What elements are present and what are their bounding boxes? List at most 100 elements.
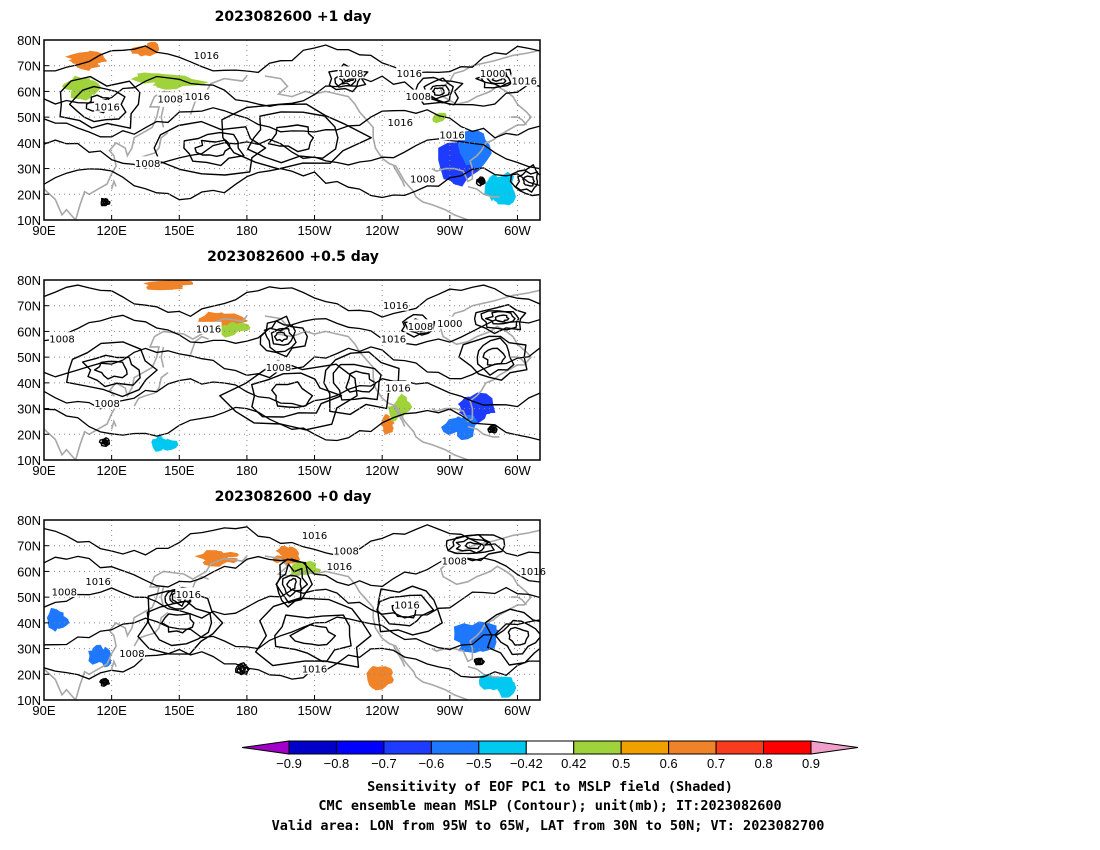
colorbar-label: 0.5 <box>612 756 630 771</box>
lat-tick-label: 60N <box>17 84 41 99</box>
mslp-isobar <box>507 626 530 646</box>
contour-label-bg <box>301 662 328 675</box>
lon-tick-label: 120E <box>96 223 127 238</box>
mslp-isobar <box>137 590 224 655</box>
coastline-segment <box>160 106 165 128</box>
mslp-isobar <box>44 586 540 619</box>
mslp-isobar <box>377 585 443 636</box>
latitude-axis: 10N 20N 30N 40N 50N 60N 70N 80N <box>17 513 49 708</box>
contour-label: 1008 <box>406 92 431 103</box>
coastline-segment <box>160 346 165 368</box>
contour-label-bg <box>396 66 423 79</box>
contour-label-bg <box>384 381 411 393</box>
coastline-segment <box>467 425 500 438</box>
mslp-isobar <box>473 304 527 335</box>
contour-label-bg <box>337 66 364 79</box>
colorbar-swatch <box>383 740 432 755</box>
mslp-isobar <box>464 541 482 550</box>
mslp-isobar <box>484 608 540 666</box>
longitude-axis: 90E 120E 150E 180 150W 120W 90W 60W <box>32 455 532 478</box>
contour-label: 1008 <box>158 95 183 106</box>
contour-label: 1016 <box>302 531 327 542</box>
mslp-isobar <box>515 170 539 193</box>
shading-patch <box>463 396 491 419</box>
lon-tick-label: 150E <box>164 463 195 478</box>
colorbar-swatch <box>668 740 717 755</box>
contour-label-bg <box>436 316 463 329</box>
contour-label: 1008 <box>94 399 119 410</box>
lat-tick-label: 80N <box>17 513 41 528</box>
contour-label-bg <box>301 528 328 541</box>
latitude-axis: 10N 20N 30N 40N 50N 60N 70N 80N <box>17 33 49 228</box>
caption-line-3: Valid area: LON from 95W to 65W, LAT fro… <box>272 818 825 834</box>
shading-patch <box>156 435 164 446</box>
mslp-isobar <box>44 616 540 651</box>
contour-label-bg <box>195 321 222 334</box>
mslp-isobar <box>99 677 110 687</box>
contour-label-bg <box>94 99 121 112</box>
colorbar-label: −0.7 <box>371 756 397 771</box>
mslp-isobar <box>240 667 245 672</box>
mslp-isobar <box>44 524 540 557</box>
contour-label: 1016 <box>521 567 546 578</box>
lat-tick-label: 30N <box>17 162 41 177</box>
shading-patch <box>455 420 471 436</box>
contour-label: 1016 <box>327 562 352 573</box>
mslp-isobar <box>102 199 108 205</box>
colorbar-label: 0.7 <box>707 756 725 771</box>
contour-label: 1008 <box>52 588 77 599</box>
contour-label-bg <box>326 559 353 572</box>
contour-label-bg <box>175 587 202 600</box>
coastline-segment <box>264 315 469 460</box>
lat-tick-label: 80N <box>17 273 41 288</box>
coastline-segment <box>160 586 165 608</box>
contour-label-bg <box>382 298 409 311</box>
mslp-isobar <box>473 657 485 666</box>
coastline-segment <box>392 645 406 667</box>
mslp-isobar <box>480 310 520 331</box>
mslp-isobar <box>495 619 540 656</box>
mslp-isobar <box>44 378 540 410</box>
mslp-isobar <box>270 327 294 346</box>
lat-tick-label: 70N <box>17 299 41 314</box>
mslp-isobar <box>44 647 540 680</box>
mslp-isobar <box>102 680 107 684</box>
colorbar-high-extend <box>810 740 859 755</box>
shading-patch <box>70 84 85 100</box>
shading-patch <box>438 142 466 176</box>
contour-label-bg <box>407 319 434 332</box>
mslp-isobar <box>44 167 540 201</box>
colorbar-swatch <box>573 740 622 755</box>
colorbar-swatch <box>288 740 337 755</box>
contour-label-bg <box>479 66 506 79</box>
colorbar-swatch <box>620 740 670 755</box>
mslp-isobar <box>476 337 515 376</box>
lat-tick-label: 60N <box>17 324 41 339</box>
lon-tick-label: 120W <box>365 223 400 238</box>
contour-label-bg <box>265 360 292 373</box>
lon-tick-label: 120W <box>365 463 400 478</box>
colorbar-label: −0.5 <box>466 756 492 771</box>
colorbar-swatch <box>763 740 812 755</box>
contour-label: 1016 <box>385 384 410 395</box>
lon-tick-label: 90W <box>436 463 463 478</box>
contour-label-bg <box>409 171 436 184</box>
gridlines <box>44 40 540 220</box>
contour-label: 1008 <box>333 546 358 557</box>
contour-label-bg <box>134 156 161 169</box>
lat-tick-label: 20N <box>17 427 41 442</box>
coastline-segment <box>110 179 117 190</box>
mslp-isobar <box>445 534 506 562</box>
mslp-isobar <box>522 175 535 187</box>
longitude-axis: 90E 120E 150E 180 150W 120W 90W 60W <box>32 215 532 238</box>
shading-patch <box>369 676 390 691</box>
mslp-isobar <box>509 164 540 197</box>
mslp-isobar <box>432 87 445 96</box>
contour-label: 1016 <box>394 600 419 611</box>
mslp-isobar <box>475 68 514 89</box>
shading-patch <box>101 648 112 668</box>
contour-labels: 1016 1008 1016 1008 1016 1016 1008 1016 1016 1008… <box>51 528 547 676</box>
